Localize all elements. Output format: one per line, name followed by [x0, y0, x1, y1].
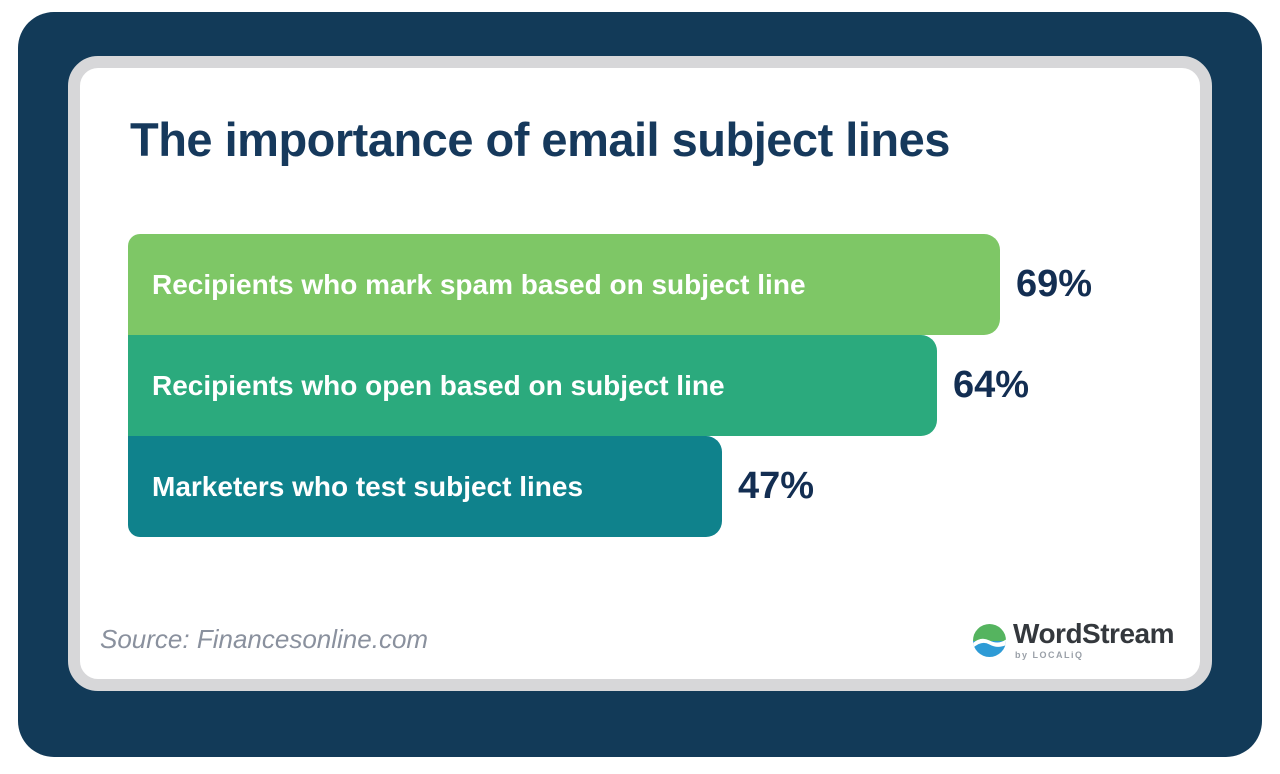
chart-title: The importance of email subject lines [130, 113, 950, 166]
bar-row: Recipients who mark spam based on subjec… [128, 234, 1092, 335]
chart-card: The importance of email subject lines Re… [68, 56, 1212, 691]
wave-globe-icon [973, 623, 1007, 657]
bar-open: Recipients who open based on subject lin… [128, 335, 937, 436]
bar-label: Recipients who open based on subject lin… [152, 369, 725, 401]
bar-value: 69% [1016, 263, 1093, 305]
bar-value: 64% [953, 364, 1030, 406]
bar-chart: Recipients who mark spam based on subjec… [128, 234, 1092, 537]
brand-name: WordStream [1013, 618, 1174, 649]
bar-value: 47% [738, 465, 815, 507]
wordstream-logo: WordStream by LOCALiQ [973, 620, 1174, 660]
brand-text: WordStream by LOCALiQ [1013, 618, 1174, 661]
bar-mark-spam: Recipients who mark spam based on subjec… [128, 234, 1000, 335]
bar-label: Marketers who test subject lines [152, 470, 584, 502]
bar-row: Marketers who test subject lines 47% [128, 436, 1092, 537]
source-citation: Source: Financesonline.com [100, 624, 429, 654]
device-frame: The importance of email subject lines Re… [18, 12, 1262, 757]
bar-test: Marketers who test subject lines [128, 436, 722, 537]
brand-byline: by LOCALiQ [1015, 650, 1084, 660]
bar-label: Recipients who mark spam based on subjec… [152, 268, 806, 300]
bar-row: Recipients who open based on subject lin… [128, 335, 1092, 436]
